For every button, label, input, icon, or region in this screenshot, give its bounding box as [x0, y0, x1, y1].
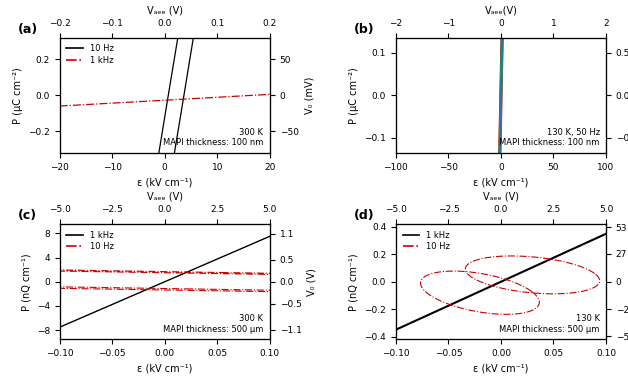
X-axis label: Vₐₑₑ (V): Vₐₑₑ (V)	[147, 192, 183, 202]
Text: 130 K
MAPI thickness: 500 μm: 130 K MAPI thickness: 500 μm	[499, 314, 600, 334]
X-axis label: Vₐₑₑ (V): Vₐₑₑ (V)	[147, 5, 183, 15]
Y-axis label: P (μC cm⁻²): P (μC cm⁻²)	[349, 67, 359, 124]
X-axis label: ε (kV cm⁻¹): ε (kV cm⁻¹)	[474, 363, 529, 374]
Legend: 10 Hz, 1 kHz: 10 Hz, 1 kHz	[64, 42, 116, 67]
Text: 300 K
MAPI thickness: 500 μm: 300 K MAPI thickness: 500 μm	[163, 314, 264, 334]
X-axis label: ε (kV cm⁻¹): ε (kV cm⁻¹)	[137, 177, 192, 187]
X-axis label: Vₐₑₑ (V): Vₐₑₑ (V)	[483, 192, 519, 202]
X-axis label: ε (kV cm⁻¹): ε (kV cm⁻¹)	[137, 363, 192, 374]
Legend: 1 kHz, 10 Hz: 1 kHz, 10 Hz	[64, 228, 116, 254]
Y-axis label: V₀ (mV): V₀ (mV)	[304, 77, 314, 114]
X-axis label: ε (kV cm⁻¹): ε (kV cm⁻¹)	[474, 177, 529, 187]
Text: 300 K
MAPI thickness: 100 nm: 300 K MAPI thickness: 100 nm	[163, 128, 264, 147]
Y-axis label: P (nQ cm⁻¹): P (nQ cm⁻¹)	[21, 253, 31, 311]
Text: (d): (d)	[354, 209, 374, 222]
Y-axis label: V₀ (V): V₀ (V)	[307, 268, 317, 296]
Y-axis label: P (μC cm⁻²): P (μC cm⁻²)	[13, 67, 23, 124]
Text: (b): (b)	[354, 23, 374, 36]
Y-axis label: P (nQ cm⁻¹): P (nQ cm⁻¹)	[349, 253, 359, 311]
Text: (a): (a)	[18, 23, 38, 36]
Legend: 1 kHz, 10 Hz: 1 kHz, 10 Hz	[400, 228, 452, 254]
X-axis label: Vₐₑₑ(V): Vₐₑₑ(V)	[485, 5, 517, 15]
Text: 130 K, 50 Hz
MAPI thickness: 100 nm: 130 K, 50 Hz MAPI thickness: 100 nm	[499, 128, 600, 147]
Text: (c): (c)	[18, 209, 37, 222]
